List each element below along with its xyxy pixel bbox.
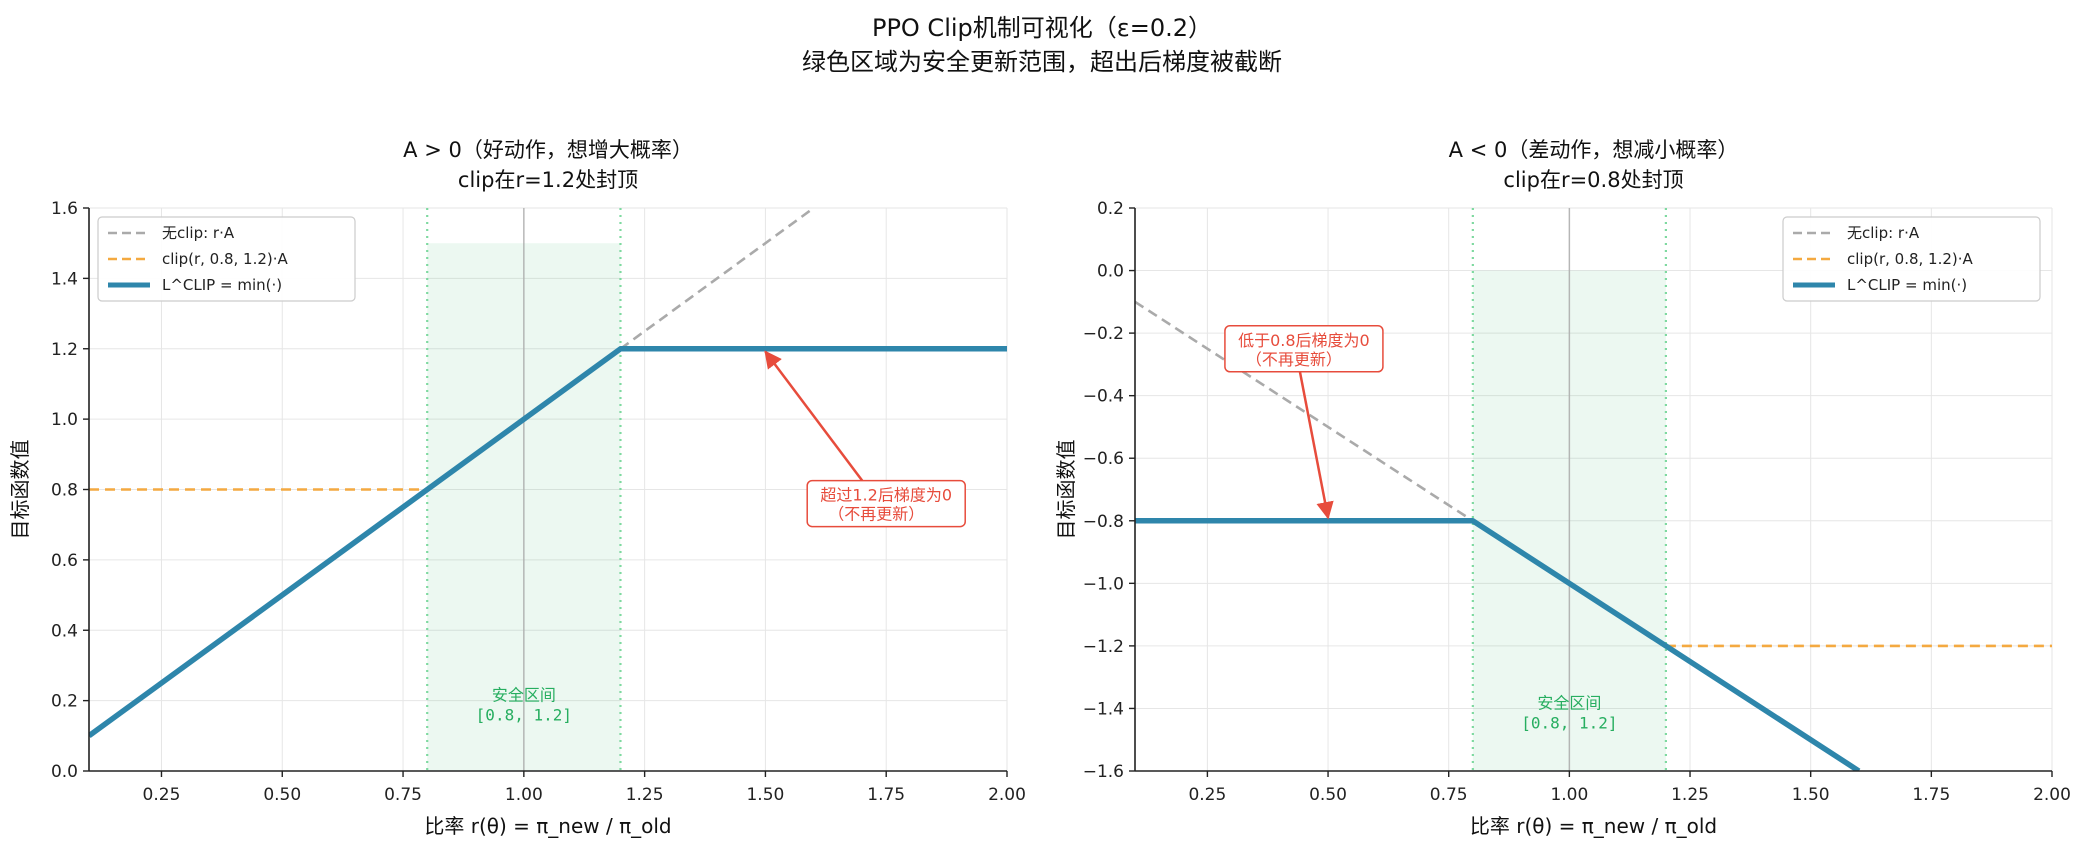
legend-item-1: clip(r, 0.8, 1.2)·A [1847,250,1974,268]
chart-panel-negative-advantage: 安全区间[0.8, 1.2] 低于0.8后梯度为0（不再更新） 0.25 0.50 0.… [1054,138,2071,838]
legend: 无clip: r·A clip(r, 0.8, 1.2)·A L^CLIP = mi… [1782,216,2041,302]
x-tick-label: 1.75 [867,785,905,805]
y-tick-label: 0.6 [51,551,78,571]
annotation-arrow [1298,371,1334,520]
x-tick-label: 1.00 [1550,785,1588,805]
annotation-subtext: （不再更新） [1246,350,1342,369]
x-tick-label: 1.50 [746,785,784,805]
legend-item-2: L^CLIP = min(·) [1847,276,1967,294]
legend-item-1: clip(r, 0.8, 1.2)·A [162,250,289,268]
x-tick-label: 1.50 [1792,785,1830,805]
annotation-text: 低于0.8后梯度为0 [1238,331,1370,350]
x-tick-label: 0.75 [384,785,422,805]
figure-title-line2: 绿色区域为安全更新范围，超出后梯度被截断 [802,48,1282,76]
panel-title: A < 0（差动作，想减小概率） [1449,138,1739,162]
annotation-arrow [764,350,864,482]
y-tick-label: −0.6 [1083,449,1124,469]
legend: 无clip: r·A clip(r, 0.8, 1.2)·A L^CLIP = mi… [97,216,356,302]
x-tick-label: 2.00 [988,785,1026,805]
y-tick-label: −1.6 [1083,762,1124,782]
y-tick-label: 1.2 [51,340,78,360]
y-axis-label: 目标函数值 [8,440,32,540]
x-tick-label: 1.25 [1671,785,1709,805]
annotation-box [1224,325,1384,373]
x-tick-label: 0.25 [143,785,181,805]
annotation-box [806,479,966,528]
annotation-subtext: （不再更新） [828,505,924,524]
safe-zone-range-label: [0.8, 1.2] [476,706,572,725]
y-tick-label: 0.4 [51,621,78,641]
y-tick-label: 0.8 [51,481,78,501]
legend-frame [1782,216,2041,302]
x-tick-label: 1.25 [626,785,664,805]
series-line-2 [89,346,1007,739]
series-group [89,208,1007,739]
series-line-2 [1135,518,1861,771]
legend-item-0: 无clip: r·A [162,224,235,242]
x-tick-label: 1.00 [505,785,543,805]
y-axis-label: 目标函数值 [1054,440,1078,540]
x-axis-label: 比率 r(θ) = π_new / π_old [424,814,671,838]
legend-frame [97,216,356,302]
x-tick-label: 0.50 [263,785,301,805]
legend-item-0: 无clip: r·A [1847,224,1920,242]
y-tick-label: 1.4 [51,269,78,289]
chart-panel-positive-advantage: 安全区间[0.8, 1.2] 超过1.2后梯度为0（不再更新） 0.25 0.50 0.… [8,138,1026,838]
x-tick-label: 0.25 [1188,785,1226,805]
safe-zone-label: 安全区间 [492,686,556,705]
x-tick-label: 1.75 [1912,785,1950,805]
figure-title-line1: PPO Clip机制可视化（ε=0.2） [872,14,1212,42]
x-tick-label: 2.00 [2033,785,2071,805]
safe-zone-range-label: [0.8, 1.2] [1521,713,1617,732]
y-tick-label: −0.4 [1083,387,1124,407]
x-tick-label: 0.50 [1309,785,1347,805]
y-tick-label: −0.8 [1083,512,1124,532]
y-tick-label: −0.2 [1083,324,1124,344]
annotation-text: 超过1.2后梯度为0 [820,486,952,505]
panel-title: A > 0（好动作，想增大概率） [403,138,693,162]
series-line-0 [1135,300,1474,522]
y-tick-label: 1.6 [51,199,78,219]
x-tick-label: 0.75 [1430,785,1468,805]
y-tick-label: 0.0 [1097,262,1124,282]
panel-subtitle: clip在r=1.2处封顶 [458,168,638,192]
series-group [1135,300,2052,771]
y-tick-label: −1.2 [1083,637,1124,657]
panel-subtitle: clip在r=0.8处封顶 [1503,168,1683,192]
y-tick-label: 0.2 [1097,199,1124,219]
y-tick-label: 1.0 [51,410,78,430]
y-tick-label: −1.4 [1083,699,1124,719]
x-axis-label: 比率 r(θ) = π_new / π_old [1470,814,1717,838]
series-line-0 [619,208,815,350]
y-tick-label: −1.0 [1083,574,1124,594]
legend-item-2: L^CLIP = min(·) [162,276,282,294]
safe-zone-label: 安全区间 [1537,693,1601,712]
y-tick-label: 0.2 [51,692,78,712]
y-tick-label: 0.0 [51,762,78,782]
